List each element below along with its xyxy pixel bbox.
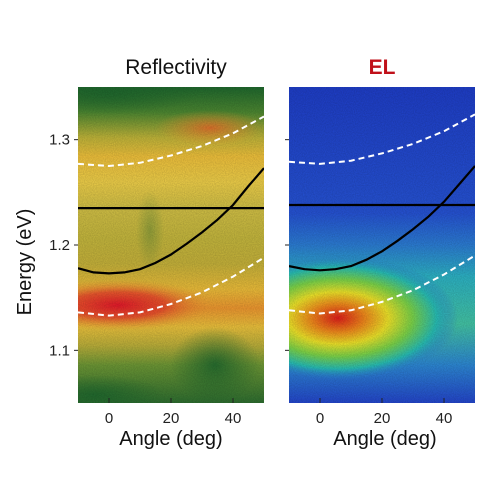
reflectivity-curve-0 (78, 115, 264, 168)
reflectivity-y-axis-label: Energy (eV) (14, 209, 36, 316)
el-x-ticks: 0 20 40 (316, 398, 453, 427)
reflectivity-x-tick-label: 0 (105, 410, 113, 427)
reflectivity-curve-2 (78, 167, 264, 275)
reflectivity-heatmap (78, 87, 264, 403)
reflectivity-x-axis-label: Angle (deg) (119, 428, 222, 450)
el-title: EL (369, 56, 396, 79)
el-x-tick-label: 40 (436, 410, 453, 427)
reflectivity-title: Reflectivity (125, 56, 227, 79)
el-x-tick-label: 20 (374, 410, 391, 427)
reflectivity-y-tick-label: 1.2 (49, 237, 70, 254)
el-curve-2 (289, 165, 475, 272)
el-x-axis-label: Angle (deg) (333, 428, 436, 450)
el-heatmap (289, 87, 475, 403)
el-curves (289, 113, 475, 315)
reflectivity-y-tick-label: 1.3 (49, 132, 70, 149)
el-curve-3 (289, 254, 475, 315)
reflectivity-y-ticks: 1.1 1.2 1.3 (49, 132, 78, 359)
reflectivity-curves (78, 115, 264, 317)
reflectivity-curve-3 (78, 256, 264, 317)
el-curve-0 (289, 113, 475, 165)
el-y-ticks (285, 139, 289, 351)
el-panel: EL 0 20 40 Angle (deg) (285, 56, 475, 450)
reflectivity-x-tick-label: 20 (163, 410, 180, 427)
reflectivity-panel: Reflectivity 0 20 40 1.1 1.2 1.3 Angle (deg)… (14, 56, 264, 450)
el-x-tick-label: 0 (316, 410, 324, 427)
reflectivity-x-tick-label: 40 (225, 410, 242, 427)
reflectivity-y-tick-label: 1.1 (49, 342, 70, 359)
reflectivity-x-ticks: 0 20 40 (105, 398, 242, 427)
